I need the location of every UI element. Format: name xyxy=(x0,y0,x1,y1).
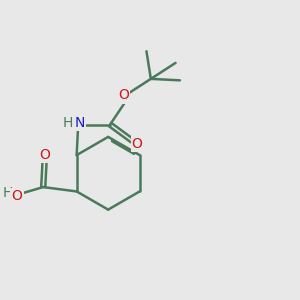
Text: O: O xyxy=(132,137,142,151)
Text: N: N xyxy=(74,116,85,130)
Text: O: O xyxy=(39,148,50,162)
Text: H: H xyxy=(2,186,13,200)
Text: H: H xyxy=(63,116,73,130)
Text: O: O xyxy=(12,189,22,203)
Text: O: O xyxy=(118,88,129,103)
